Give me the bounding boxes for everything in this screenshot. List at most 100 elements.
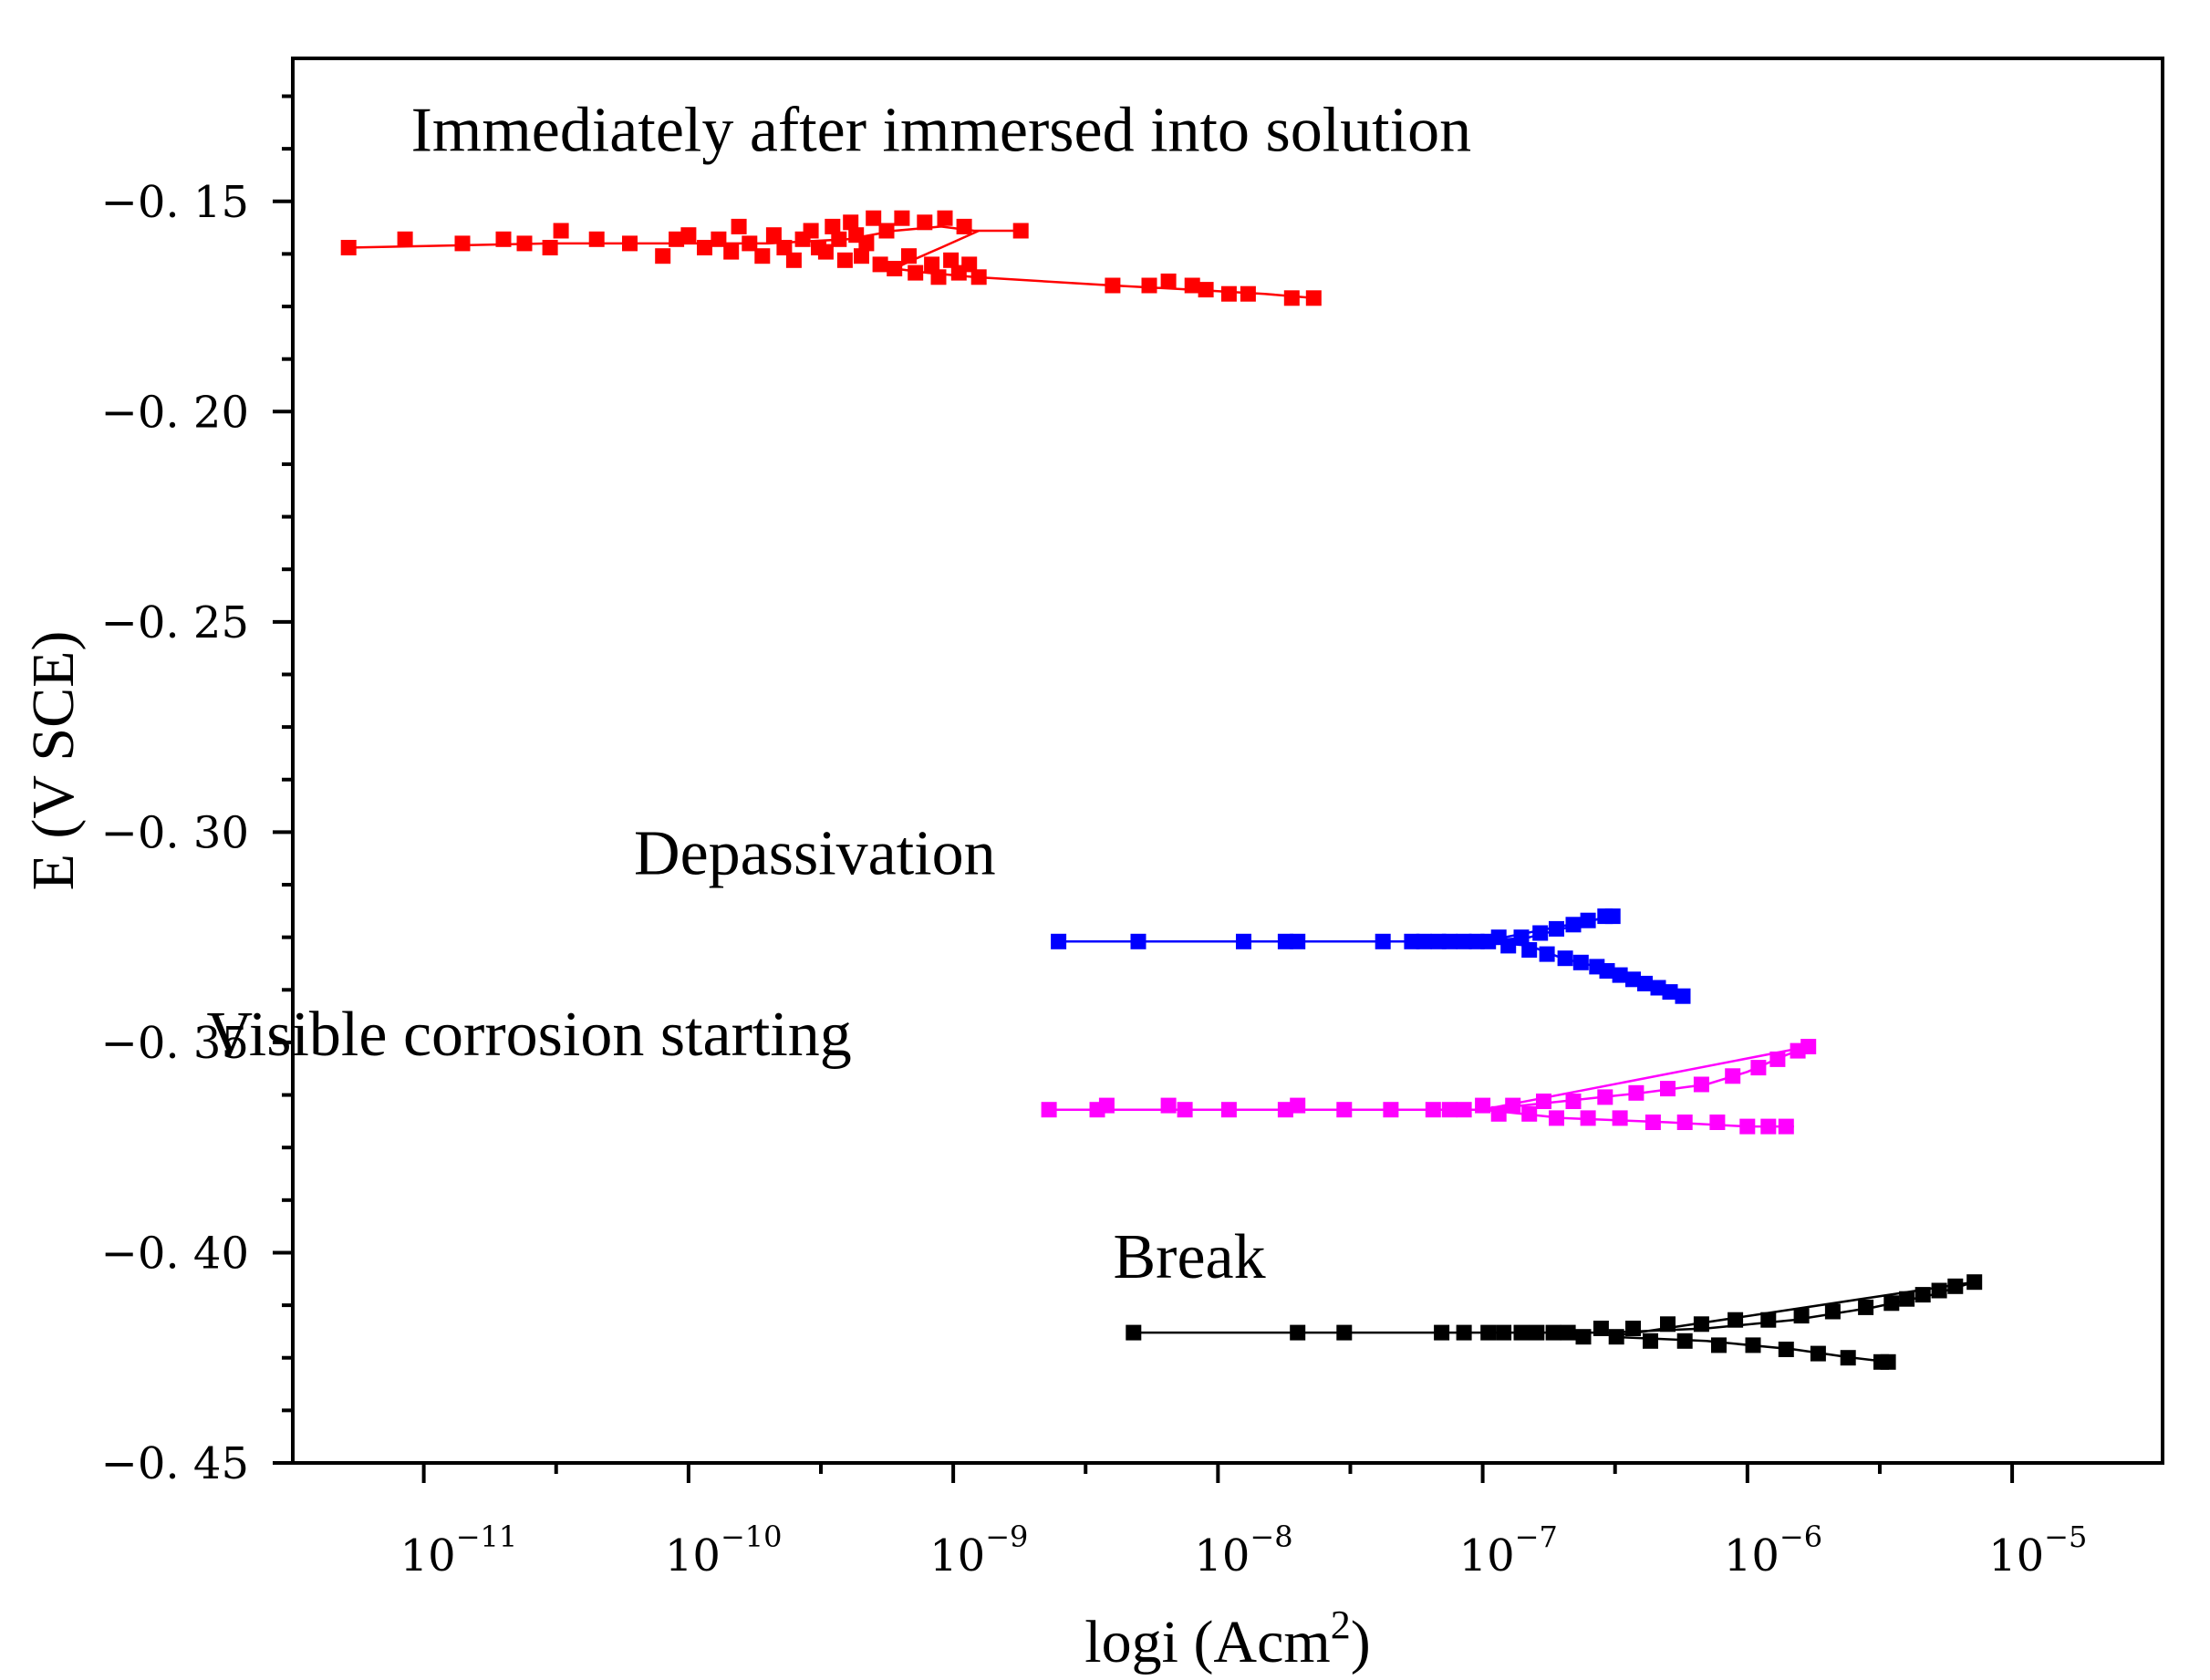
- data-point: [1557, 950, 1573, 967]
- data-point: [1521, 1105, 1538, 1122]
- data-point: [680, 227, 697, 244]
- data-point: [1725, 1068, 1741, 1084]
- series-line: [1058, 915, 1684, 998]
- data-point: [1130, 933, 1147, 949]
- data-point: [1549, 1110, 1564, 1126]
- data-point: [1383, 1102, 1399, 1118]
- data-point: [836, 252, 853, 268]
- data-point: [1098, 1097, 1115, 1114]
- data-point: [1565, 917, 1582, 933]
- x-tick-exponent: −8: [1250, 1519, 1292, 1554]
- data-point: [924, 256, 940, 273]
- data-point: [1580, 912, 1596, 928]
- data-point: [1545, 1324, 1562, 1341]
- x-tick-exponent: −6: [1779, 1519, 1822, 1554]
- data-point: [711, 231, 727, 247]
- x-tick-label: 10−11: [400, 1519, 518, 1581]
- data-point: [516, 235, 533, 252]
- data-point: [1947, 1278, 1964, 1294]
- y-tick-label: −0. 25: [101, 597, 249, 648]
- x-tick-label: 10−10: [665, 1519, 783, 1581]
- data-point: [1236, 933, 1251, 949]
- data-point: [1198, 282, 1214, 298]
- data-point: [622, 235, 638, 252]
- data-point: [1625, 971, 1641, 988]
- data-point: [956, 218, 972, 234]
- x-tick-label: 10−7: [1459, 1519, 1558, 1581]
- data-point: [1532, 925, 1549, 941]
- data-point: [1660, 1316, 1676, 1333]
- series-annotation: Immediately after immersed into solution: [411, 95, 1472, 165]
- data-point: [1880, 1353, 1896, 1370]
- data-point: [943, 252, 960, 268]
- data-point: [1505, 1097, 1521, 1114]
- data-point: [1645, 1115, 1661, 1130]
- data-point: [1240, 285, 1256, 302]
- data-point: [970, 269, 987, 285]
- data-point: [1283, 290, 1300, 306]
- data-point: [1612, 967, 1628, 983]
- data-point: [1105, 277, 1121, 294]
- y-tick-label: −0. 15: [101, 177, 249, 228]
- data-point: [1160, 1097, 1177, 1114]
- data-point: [854, 248, 869, 264]
- data-point: [1560, 1324, 1576, 1341]
- x-tick-exponent: −7: [1515, 1519, 1558, 1554]
- data-point: [1840, 1350, 1856, 1366]
- x-axis-title-main: logi (Acm: [1084, 1609, 1330, 1675]
- data-point: [1599, 963, 1615, 979]
- data-point: [1220, 1102, 1237, 1118]
- data-point: [930, 269, 947, 285]
- data-point: [1643, 1333, 1658, 1349]
- data-point: [1290, 1097, 1306, 1114]
- data-point: [1277, 1102, 1293, 1118]
- data-point: [731, 218, 747, 234]
- data-point: [825, 218, 841, 234]
- data-point: [1539, 946, 1555, 962]
- y-axis-title: E (V SCE): [20, 631, 87, 891]
- series-layer: [340, 210, 1983, 1370]
- data-point: [831, 231, 847, 247]
- plot-frame: [291, 57, 2164, 1465]
- data-point: [1769, 1051, 1786, 1067]
- data-point: [1456, 1102, 1472, 1118]
- y-tick-label: −0. 20: [101, 387, 249, 438]
- data-point: [1800, 1039, 1817, 1054]
- data-point: [901, 248, 917, 264]
- data-point: [1277, 933, 1293, 949]
- x-tick-base: 10: [1194, 1530, 1250, 1581]
- series-2: [1041, 1039, 1817, 1135]
- x-axis-title-close: ): [1351, 1609, 1371, 1675]
- data-point: [697, 240, 712, 255]
- data-point: [872, 256, 888, 273]
- data-point: [1650, 980, 1666, 996]
- data-point: [1745, 1337, 1761, 1353]
- data-point: [1575, 1329, 1592, 1345]
- data-point: [1580, 1110, 1596, 1126]
- data-point: [1572, 954, 1589, 970]
- data-point: [1549, 920, 1564, 937]
- x-tick-base: 10: [929, 1530, 985, 1581]
- data-point: [1709, 1115, 1726, 1130]
- data-point: [588, 231, 605, 247]
- data-point: [1536, 1094, 1551, 1109]
- data-point: [1662, 984, 1678, 1001]
- x-tick-base: 10: [400, 1530, 456, 1581]
- data-point: [1593, 1321, 1609, 1336]
- data-point: [1220, 285, 1237, 302]
- data-point: [542, 240, 558, 255]
- data-point: [1750, 1060, 1767, 1076]
- data-point: [1778, 1342, 1794, 1357]
- data-point: [1612, 1110, 1628, 1126]
- x-tick-base: 10: [1988, 1530, 2044, 1581]
- data-point: [1336, 1102, 1353, 1118]
- data-point: [1608, 1329, 1624, 1345]
- data-point: [1676, 1115, 1693, 1130]
- data-point: [887, 261, 903, 276]
- data-point: [553, 223, 569, 239]
- series-3: [1126, 1274, 1983, 1370]
- data-point: [1565, 1094, 1582, 1109]
- data-point: [894, 210, 910, 226]
- data-point: [1760, 1312, 1777, 1328]
